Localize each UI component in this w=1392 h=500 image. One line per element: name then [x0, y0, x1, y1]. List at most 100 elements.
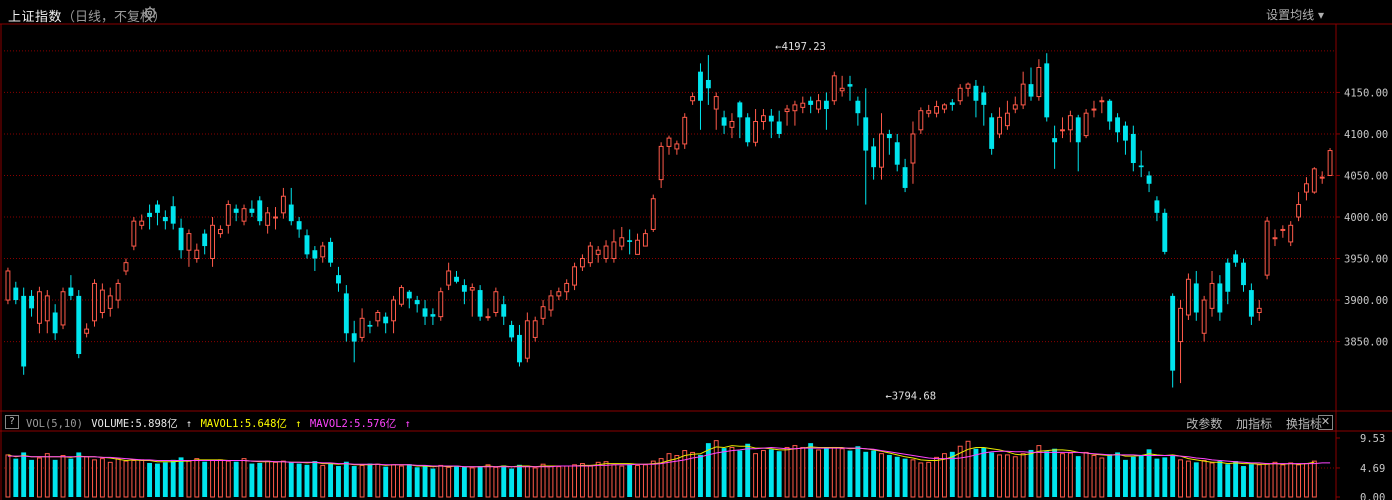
volume-bar-down — [737, 450, 743, 497]
candle-body-down — [973, 85, 979, 101]
candle — [871, 138, 877, 180]
candle-body-up — [532, 320, 538, 338]
candle-body-up — [391, 299, 396, 322]
candle — [13, 281, 19, 305]
candle — [595, 246, 601, 263]
candle — [902, 158, 908, 193]
candle — [1012, 96, 1018, 114]
candle — [934, 100, 940, 118]
volume-bar-up — [1178, 459, 1183, 498]
candle — [336, 266, 341, 292]
price-y-ticks: 4150.00 4100.00 4050.00 4000.00 3950.00 3900.… — [1336, 87, 1388, 349]
candle — [705, 55, 711, 105]
volume-bar-down — [336, 466, 341, 497]
candle-body-down — [52, 312, 58, 334]
candle-body-up — [642, 233, 648, 247]
volume-bar-up — [729, 446, 735, 498]
candle — [831, 71, 837, 105]
volume-tick-label: 4.69 — [1360, 463, 1385, 475]
candle — [532, 316, 538, 342]
candle — [1319, 171, 1325, 184]
volume-bar-down — [1075, 456, 1081, 497]
candle-body-down — [1217, 283, 1223, 313]
price-tick-label: 3850.00 — [1344, 337, 1388, 349]
volume-bar-up — [784, 446, 790, 498]
candle-body-down — [1123, 125, 1128, 141]
volume-bar-down — [973, 448, 979, 497]
candle-body-up — [123, 262, 129, 272]
candle — [690, 92, 696, 105]
candle — [296, 217, 302, 238]
close-icon[interactable]: ✕ — [1318, 415, 1333, 430]
candle-body-up — [713, 96, 719, 110]
volume-bar-down — [367, 463, 373, 497]
candle — [1028, 67, 1034, 101]
edit-params-button[interactable]: 改参数 — [1186, 417, 1223, 431]
candle — [564, 279, 570, 301]
gear-icon[interactable] — [143, 6, 157, 20]
volume-bar-down — [1233, 461, 1239, 497]
volume-bar-up — [485, 464, 491, 498]
candle-body-down — [155, 204, 160, 213]
volume-bar-up — [760, 450, 766, 498]
volume-bar-up — [1099, 457, 1105, 498]
volume-bar-down — [454, 466, 459, 497]
candle-body-down — [705, 79, 711, 89]
candle — [194, 243, 200, 263]
volume-bar-up — [1004, 454, 1010, 498]
help-icon[interactable]: ? — [5, 415, 19, 429]
candle-body-down — [1146, 175, 1152, 184]
volume-tick-label: 9.53 — [1360, 433, 1385, 445]
candle-body-down — [336, 275, 341, 284]
volume-bar-up — [1036, 445, 1042, 498]
candle — [398, 285, 404, 307]
candle — [36, 286, 42, 334]
candle — [257, 196, 263, 226]
candle-body-up — [84, 328, 90, 334]
price-tick-label: 4000.00 — [1344, 212, 1388, 224]
candle-body-up — [1185, 278, 1191, 316]
volume-bar-down — [68, 458, 74, 497]
candle — [186, 229, 192, 267]
candle-body-up — [682, 116, 688, 145]
candle-body-down — [351, 333, 357, 342]
candle — [1052, 125, 1058, 169]
ma-setting-dropdown[interactable]: 设置均线 ▾ — [1266, 6, 1324, 23]
candle — [469, 283, 475, 317]
add-indicator-button[interactable]: 加指标 — [1236, 417, 1273, 431]
volume-bar-up — [942, 453, 947, 498]
candle-body-down — [343, 293, 349, 334]
volume-bar-up — [603, 461, 609, 498]
candle-body-down — [1075, 117, 1081, 143]
extreme-label: ←3794.68 — [885, 391, 936, 403]
candle-body-down — [871, 146, 877, 168]
candle-body-down — [1130, 133, 1136, 164]
volume-bar-up — [831, 446, 837, 498]
candle-body-up — [784, 108, 790, 113]
volume-bar-up — [1304, 463, 1309, 498]
candle-body-down — [698, 71, 703, 101]
candle-body-down — [162, 217, 168, 222]
candle — [367, 320, 373, 334]
candle-body-up — [926, 110, 932, 114]
volume-bar-down — [147, 462, 153, 497]
switch-indicator-button[interactable]: 换指标 — [1285, 417, 1322, 431]
volume-bar-up — [186, 460, 192, 498]
volume-bar-down — [343, 461, 349, 497]
volume-bar-up — [595, 461, 601, 498]
candle — [886, 129, 892, 155]
volume-bar-down — [257, 462, 263, 497]
candle-body-up — [800, 102, 806, 108]
volume-bar-down — [13, 458, 19, 497]
index-title[interactable]: 上证指数 — [8, 10, 63, 25]
candle-body-down — [509, 324, 515, 338]
candle — [383, 312, 389, 334]
candle-body-down — [383, 316, 389, 324]
candle — [894, 133, 900, 172]
candle — [1020, 71, 1026, 110]
candle — [147, 204, 153, 230]
candle — [579, 254, 585, 271]
volume-bar-up — [997, 454, 1002, 498]
candle — [501, 295, 507, 325]
